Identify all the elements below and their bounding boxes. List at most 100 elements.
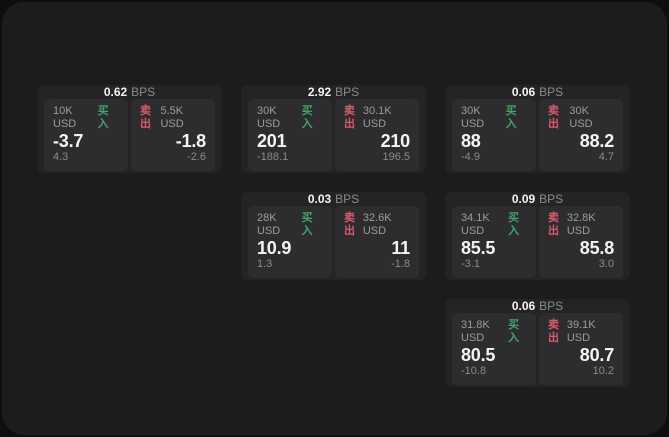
sell-amount: 32.8K USD [566, 212, 596, 237]
quote-card: 2.92 BPS 30K USD 买入 201 -188.1 卖出 30.1K … [241, 85, 426, 173]
sell-label-row: 卖出 5.5K USD [140, 105, 206, 131]
sell-price: 88.2 [579, 131, 614, 151]
sell-change: 4.7 [598, 151, 614, 163]
sell-change: 196.5 [382, 151, 410, 163]
sell-label-row: 卖出 39.1K USD [548, 319, 614, 345]
quote-card: 0.62 BPS 10K USD 买入 -3.7 4.3 卖出 5.5K USD [37, 85, 222, 173]
spread-value: 0.06 [511, 85, 536, 99]
quote-card: 0.03 BPS 28K USD 买入 10.9 1.3 卖出 32.6K US… [241, 192, 426, 280]
sell-panel[interactable]: 卖出 30.1K USD 210 196.5 [335, 99, 419, 171]
buy-price: 85.5 [461, 238, 496, 258]
sell-label-row: 卖出 32.8K USD [548, 212, 614, 238]
quote-panels: 31.8K USD 买入 80.5 -10.8 卖出 39.1K USD 80.… [452, 313, 623, 385]
buy-amount: 31.8K USD [461, 319, 490, 344]
spread-value: 2.92 [307, 85, 332, 99]
spread-value: 0.62 [103, 85, 128, 99]
buy-change: -3.1 [461, 258, 480, 270]
spread-header: 2.92 BPS [248, 85, 419, 99]
sell-side-label: 卖出 [548, 105, 559, 130]
buy-panel[interactable]: 10K USD 买入 -3.7 4.3 [44, 99, 128, 171]
spread-unit-label: BPS [539, 85, 564, 99]
sell-side-label: 卖出 [344, 105, 355, 130]
buy-side-label: 买入 [505, 105, 517, 130]
buy-label-row: 30K USD 买入 [257, 105, 323, 131]
buy-change: -10.8 [461, 365, 487, 377]
sell-label-row: 卖出 32.6K USD [344, 212, 410, 238]
buy-label-row: 10K USD 买入 [53, 105, 119, 131]
buy-amount: 30K USD [257, 105, 281, 130]
sell-price: 210 [380, 131, 411, 151]
buy-amount: 30K USD [461, 105, 485, 130]
buy-amount: 28K USD [257, 212, 281, 237]
spread-unit-label: BPS [335, 85, 360, 99]
sell-amount: 5.5K USD [160, 105, 184, 130]
sell-side-label: 卖出 [548, 319, 559, 344]
sell-price: -1.8 [175, 131, 206, 151]
sell-change: -1.8 [391, 258, 410, 270]
buy-price: 88 [461, 131, 481, 151]
buy-panel[interactable]: 31.8K USD 买入 80.5 -10.8 [452, 313, 536, 385]
buy-panel[interactable]: 28K USD 买入 10.9 1.3 [248, 206, 332, 278]
sell-change: 10.2 [592, 365, 614, 377]
spread-header: 0.62 BPS [44, 85, 215, 99]
sell-side-label: 卖出 [344, 212, 355, 237]
sell-change: -2.6 [187, 151, 206, 163]
spread-header: 0.09 BPS [452, 192, 623, 206]
sell-amount: 32.6K USD [362, 212, 392, 237]
buy-panel[interactable]: 30K USD 买入 88 -4.9 [452, 99, 536, 171]
spread-unit-label: BPS [131, 85, 156, 99]
sell-amount: 30.1K USD [362, 105, 392, 130]
spread-value: 0.03 [307, 192, 332, 206]
buy-label-row: 34.1K USD 买入 [461, 212, 527, 238]
sell-panel[interactable]: 卖出 5.5K USD -1.8 -2.6 [131, 99, 215, 171]
buy-change: -188.1 [257, 151, 289, 163]
spread-unit-label: BPS [335, 192, 360, 206]
quote-panels: 34.1K USD 买入 85.5 -3.1 卖出 32.8K USD 85.8… [452, 206, 623, 278]
buy-price: 10.9 [257, 238, 292, 258]
spread-value: 0.09 [511, 192, 536, 206]
buy-side-label: 买入 [508, 212, 520, 237]
quote-card: 0.06 BPS 31.8K USD 买入 80.5 -10.8 卖出 39.1… [445, 299, 630, 387]
quote-card: 0.09 BPS 34.1K USD 买入 85.5 -3.1 卖出 32.8K… [445, 192, 630, 280]
spread-header: 0.03 BPS [248, 192, 419, 206]
buy-panel[interactable]: 34.1K USD 买入 85.5 -3.1 [452, 206, 536, 278]
quote-card: 0.06 BPS 30K USD 买入 88 -4.9 卖出 30K USD [445, 85, 630, 173]
buy-change: -4.9 [461, 151, 480, 163]
buy-change: 4.3 [53, 151, 69, 163]
buy-amount: 34.1K USD [461, 212, 490, 237]
buy-side-label: 买入 [97, 105, 109, 130]
sell-label-row: 卖出 30.1K USD [344, 105, 410, 131]
quote-panels: 28K USD 买入 10.9 1.3 卖出 32.6K USD 11 -1.8 [248, 206, 419, 278]
buy-amount: 10K USD [53, 105, 77, 130]
spread-header: 0.06 BPS [452, 299, 623, 313]
buy-label-row: 28K USD 买入 [257, 212, 323, 238]
buy-side-label: 买入 [301, 105, 313, 130]
sell-side-label: 卖出 [140, 105, 151, 130]
buy-price: -3.7 [53, 131, 84, 151]
spread-unit-label: BPS [539, 299, 564, 313]
buy-change: 1.3 [257, 258, 273, 270]
buy-side-label: 买入 [301, 212, 313, 237]
sell-change: 3.0 [598, 258, 614, 270]
sell-amount: 39.1K USD [566, 319, 596, 344]
buy-price: 201 [257, 131, 287, 151]
sell-panel[interactable]: 卖出 30K USD 88.2 4.7 [539, 99, 623, 171]
sell-price: 80.7 [579, 345, 614, 365]
sell-panel[interactable]: 卖出 32.8K USD 85.8 3.0 [539, 206, 623, 278]
buy-panel[interactable]: 30K USD 买入 201 -188.1 [248, 99, 332, 171]
quotes-grid: 0.62 BPS 10K USD 买入 -3.7 4.3 卖出 5.5K USD [37, 85, 630, 387]
sell-amount: 30K USD [569, 105, 593, 130]
quote-panels: 30K USD 买入 88 -4.9 卖出 30K USD 88.2 4.7 [452, 99, 623, 171]
sell-price: 11 [391, 238, 410, 258]
buy-label-row: 30K USD 买入 [461, 105, 527, 131]
buy-side-label: 买入 [508, 319, 520, 344]
sell-label-row: 卖出 30K USD [548, 105, 614, 131]
spread-header: 0.06 BPS [452, 85, 623, 99]
sell-panel[interactable]: 卖出 39.1K USD 80.7 10.2 [539, 313, 623, 385]
spread-value: 0.06 [511, 299, 536, 313]
sell-price: 85.8 [579, 238, 614, 258]
sell-side-label: 卖出 [548, 212, 559, 237]
buy-price: 80.5 [461, 345, 496, 365]
spread-unit-label: BPS [539, 192, 564, 206]
sell-panel[interactable]: 卖出 32.6K USD 11 -1.8 [335, 206, 419, 278]
